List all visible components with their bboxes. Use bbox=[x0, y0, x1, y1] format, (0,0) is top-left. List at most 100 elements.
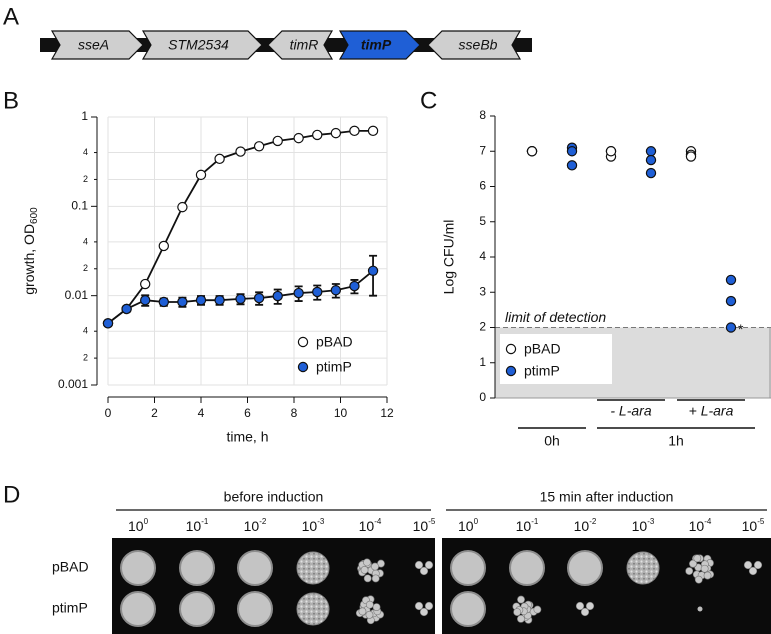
colony bbox=[424, 560, 434, 570]
gene-label: sseA bbox=[78, 37, 109, 53]
dilution-base: 10 bbox=[458, 518, 474, 534]
x-tick-label: 4 bbox=[198, 406, 205, 420]
colony bbox=[358, 607, 367, 616]
data-point bbox=[645, 167, 657, 179]
colony bbox=[685, 567, 694, 575]
data-point bbox=[725, 274, 737, 286]
colony bbox=[575, 601, 585, 611]
annotation: * bbox=[738, 321, 744, 337]
dilution-exponent: -3 bbox=[647, 517, 655, 526]
data-point bbox=[685, 151, 697, 162]
dilution-exponent: -3 bbox=[317, 517, 325, 526]
detection-label: limit of detection bbox=[505, 309, 606, 325]
data-point bbox=[526, 146, 538, 157]
colony bbox=[371, 574, 380, 583]
dilution-base: 10 bbox=[689, 518, 705, 534]
data-point bbox=[195, 169, 207, 181]
legend-label: ptimP bbox=[524, 363, 560, 379]
y-axis-label-subscript: 600 bbox=[29, 207, 40, 224]
data-point bbox=[235, 146, 246, 157]
spot bbox=[626, 551, 660, 585]
y-tick-label: 7 bbox=[479, 143, 486, 157]
y-tick-label: 8 bbox=[479, 108, 486, 122]
plate bbox=[112, 538, 435, 634]
colony bbox=[533, 605, 542, 614]
dilution-exponent: -4 bbox=[704, 517, 712, 526]
colony bbox=[372, 603, 381, 611]
data-point bbox=[121, 303, 132, 315]
dilution-label: 10-3 bbox=[632, 517, 655, 534]
y-tick-label: 4 bbox=[83, 147, 88, 157]
data-point bbox=[272, 135, 283, 147]
colony bbox=[580, 607, 590, 617]
y-tick-label: 2 bbox=[479, 320, 486, 334]
dilution-exponent: 0 bbox=[144, 517, 149, 526]
data-point bbox=[312, 286, 323, 298]
data-point bbox=[605, 146, 617, 157]
data-point bbox=[253, 141, 265, 152]
dilution-base: 10 bbox=[302, 518, 318, 534]
dilution-label: 10-5 bbox=[413, 517, 436, 534]
x-tick-label: 8 bbox=[291, 406, 298, 420]
data-point bbox=[330, 127, 342, 139]
gene-label: timP bbox=[361, 37, 392, 53]
spot bbox=[509, 550, 545, 586]
dilution-base: 10 bbox=[128, 518, 144, 534]
panel-label: B bbox=[3, 87, 19, 114]
gene bbox=[338, 30, 421, 60]
x-tick-label: 10 bbox=[334, 406, 348, 420]
y-tick-label: 2 bbox=[83, 174, 88, 184]
x-tick-label: 0 bbox=[105, 406, 112, 420]
dilution-base: 10 bbox=[186, 518, 202, 534]
colony bbox=[414, 560, 424, 570]
y-axis-label: Log CFU/ml bbox=[441, 220, 457, 295]
dilution-base: 10 bbox=[413, 518, 429, 534]
data-point bbox=[253, 292, 265, 304]
dilution-exponent: 0 bbox=[474, 517, 479, 526]
colony bbox=[585, 601, 595, 611]
data-point bbox=[367, 125, 379, 137]
spot bbox=[450, 591, 486, 627]
data-point bbox=[139, 294, 151, 306]
gene-label: sseBb bbox=[459, 37, 498, 53]
colony bbox=[365, 600, 374, 609]
dilution-exponent: -2 bbox=[259, 517, 267, 526]
data-point bbox=[158, 296, 169, 308]
gene bbox=[267, 30, 334, 60]
data-point bbox=[645, 154, 657, 166]
legend-marker bbox=[297, 361, 309, 373]
colony bbox=[371, 562, 379, 571]
dilution-base: 10 bbox=[632, 518, 648, 534]
y-axis-label-text: growth, OD bbox=[21, 224, 37, 295]
dilution-base: 10 bbox=[244, 518, 260, 534]
y-tick-label: 5 bbox=[479, 214, 486, 228]
dilution-base: 10 bbox=[359, 518, 375, 534]
y-tick-label: 0.01 bbox=[65, 288, 89, 302]
y-tick-label: 0 bbox=[479, 390, 486, 404]
legend-label: pBAD bbox=[316, 334, 353, 350]
y-tick-label: 1 bbox=[479, 355, 486, 369]
category-label: + L-ara bbox=[689, 403, 734, 419]
gene bbox=[141, 30, 263, 60]
data-point bbox=[645, 146, 657, 157]
x-tick-label: 2 bbox=[151, 406, 158, 420]
colony bbox=[363, 574, 372, 583]
dilution-label: 10-2 bbox=[244, 517, 267, 534]
data-point bbox=[139, 278, 151, 290]
category-label: - L-ara bbox=[610, 403, 651, 419]
colony bbox=[414, 601, 424, 611]
colony bbox=[700, 564, 709, 573]
legend-label: pBAD bbox=[524, 341, 561, 357]
group-label: 1h bbox=[668, 433, 684, 449]
spot bbox=[179, 591, 215, 627]
data-point bbox=[214, 294, 225, 306]
spot bbox=[567, 550, 603, 586]
y-tick-label: 0.001 bbox=[58, 377, 88, 391]
spot bbox=[237, 550, 273, 586]
dilution-base: 10 bbox=[574, 518, 590, 534]
colony bbox=[693, 554, 702, 563]
dilution-label: 10-1 bbox=[516, 517, 539, 534]
data-point bbox=[214, 153, 225, 165]
